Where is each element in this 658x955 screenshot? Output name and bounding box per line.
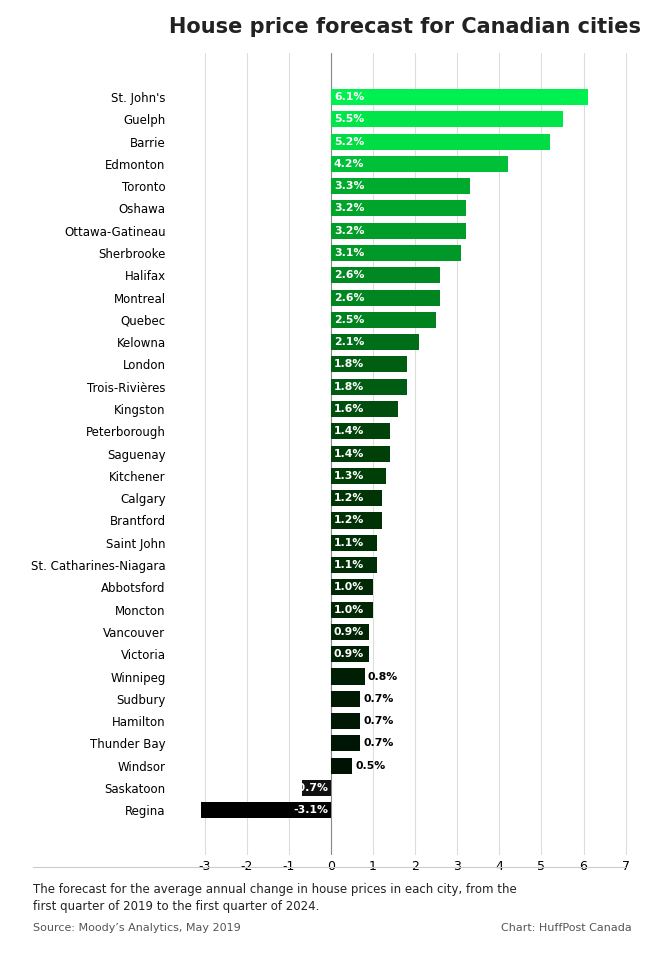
Bar [301, 780, 331, 796]
Text: 2.6%: 2.6% [334, 292, 365, 303]
Text: 0.9%: 0.9% [334, 626, 365, 637]
Text: 0.7%: 0.7% [363, 716, 393, 726]
Text: 3.2%: 3.2% [334, 203, 365, 214]
Text: 5.5%: 5.5% [334, 115, 365, 124]
Bar [331, 289, 440, 306]
Text: 1.4%: 1.4% [334, 426, 365, 436]
Text: 1.1%: 1.1% [334, 560, 365, 570]
Bar [331, 757, 352, 774]
Text: 3.3%: 3.3% [334, 181, 365, 191]
Text: 3.1%: 3.1% [334, 248, 365, 258]
Text: 2.1%: 2.1% [334, 337, 365, 348]
Bar [331, 624, 369, 640]
Text: 1.0%: 1.0% [334, 605, 365, 615]
Bar [331, 267, 440, 284]
Title: House price forecast for Canadian cities: House price forecast for Canadian cities [168, 17, 641, 37]
Text: 1.4%: 1.4% [334, 449, 365, 458]
Bar [331, 89, 588, 105]
Text: 1.3%: 1.3% [334, 471, 365, 481]
Bar [331, 690, 361, 707]
Text: 0.5%: 0.5% [355, 761, 385, 771]
Bar [331, 201, 466, 217]
Bar [201, 802, 331, 818]
Bar [331, 668, 365, 685]
Bar [331, 379, 407, 394]
Text: 0.7%: 0.7% [363, 693, 393, 704]
Text: 1.0%: 1.0% [334, 583, 365, 592]
Bar [331, 156, 508, 172]
Text: 1.2%: 1.2% [334, 516, 365, 525]
Text: 1.8%: 1.8% [334, 359, 365, 370]
Text: 1.8%: 1.8% [334, 382, 365, 392]
Bar [331, 535, 377, 551]
Bar [331, 735, 361, 752]
Bar [331, 713, 361, 729]
Text: 1.1%: 1.1% [334, 538, 365, 548]
Bar [331, 312, 436, 328]
Bar [331, 557, 377, 573]
Text: first quarter of 2019 to the first quarter of 2024.: first quarter of 2019 to the first quart… [33, 900, 319, 913]
Bar [331, 468, 386, 484]
Bar [331, 112, 563, 127]
Text: The forecast for the average annual change in house prices in each city, from th: The forecast for the average annual chan… [33, 883, 517, 897]
Bar [331, 179, 470, 194]
Text: 6.1%: 6.1% [334, 92, 365, 102]
Text: Chart: HuffPost Canada: Chart: HuffPost Canada [501, 923, 632, 933]
Text: 5.2%: 5.2% [334, 137, 365, 146]
Text: 1.2%: 1.2% [334, 493, 365, 503]
Bar [331, 513, 382, 528]
Text: 1.6%: 1.6% [334, 404, 365, 414]
Text: 0.8%: 0.8% [368, 671, 398, 682]
Bar [331, 356, 407, 372]
Bar [331, 647, 369, 662]
Bar [331, 580, 373, 595]
Text: 2.6%: 2.6% [334, 270, 365, 281]
Text: 0.7%: 0.7% [363, 738, 393, 749]
Text: 0.9%: 0.9% [334, 649, 365, 659]
Text: -0.7%: -0.7% [293, 783, 328, 793]
Bar [331, 423, 390, 439]
Text: 3.2%: 3.2% [334, 225, 365, 236]
Text: 4.2%: 4.2% [334, 159, 365, 169]
Bar [331, 245, 461, 261]
Bar [331, 401, 398, 417]
Bar [331, 134, 550, 150]
Bar [331, 446, 390, 461]
Bar [331, 602, 373, 618]
Bar [331, 490, 382, 506]
Bar [331, 334, 419, 350]
Text: Source: Moody’s Analytics, May 2019: Source: Moody’s Analytics, May 2019 [33, 923, 241, 933]
Bar [331, 223, 466, 239]
Text: 2.5%: 2.5% [334, 315, 365, 325]
Text: -3.1%: -3.1% [293, 805, 328, 816]
